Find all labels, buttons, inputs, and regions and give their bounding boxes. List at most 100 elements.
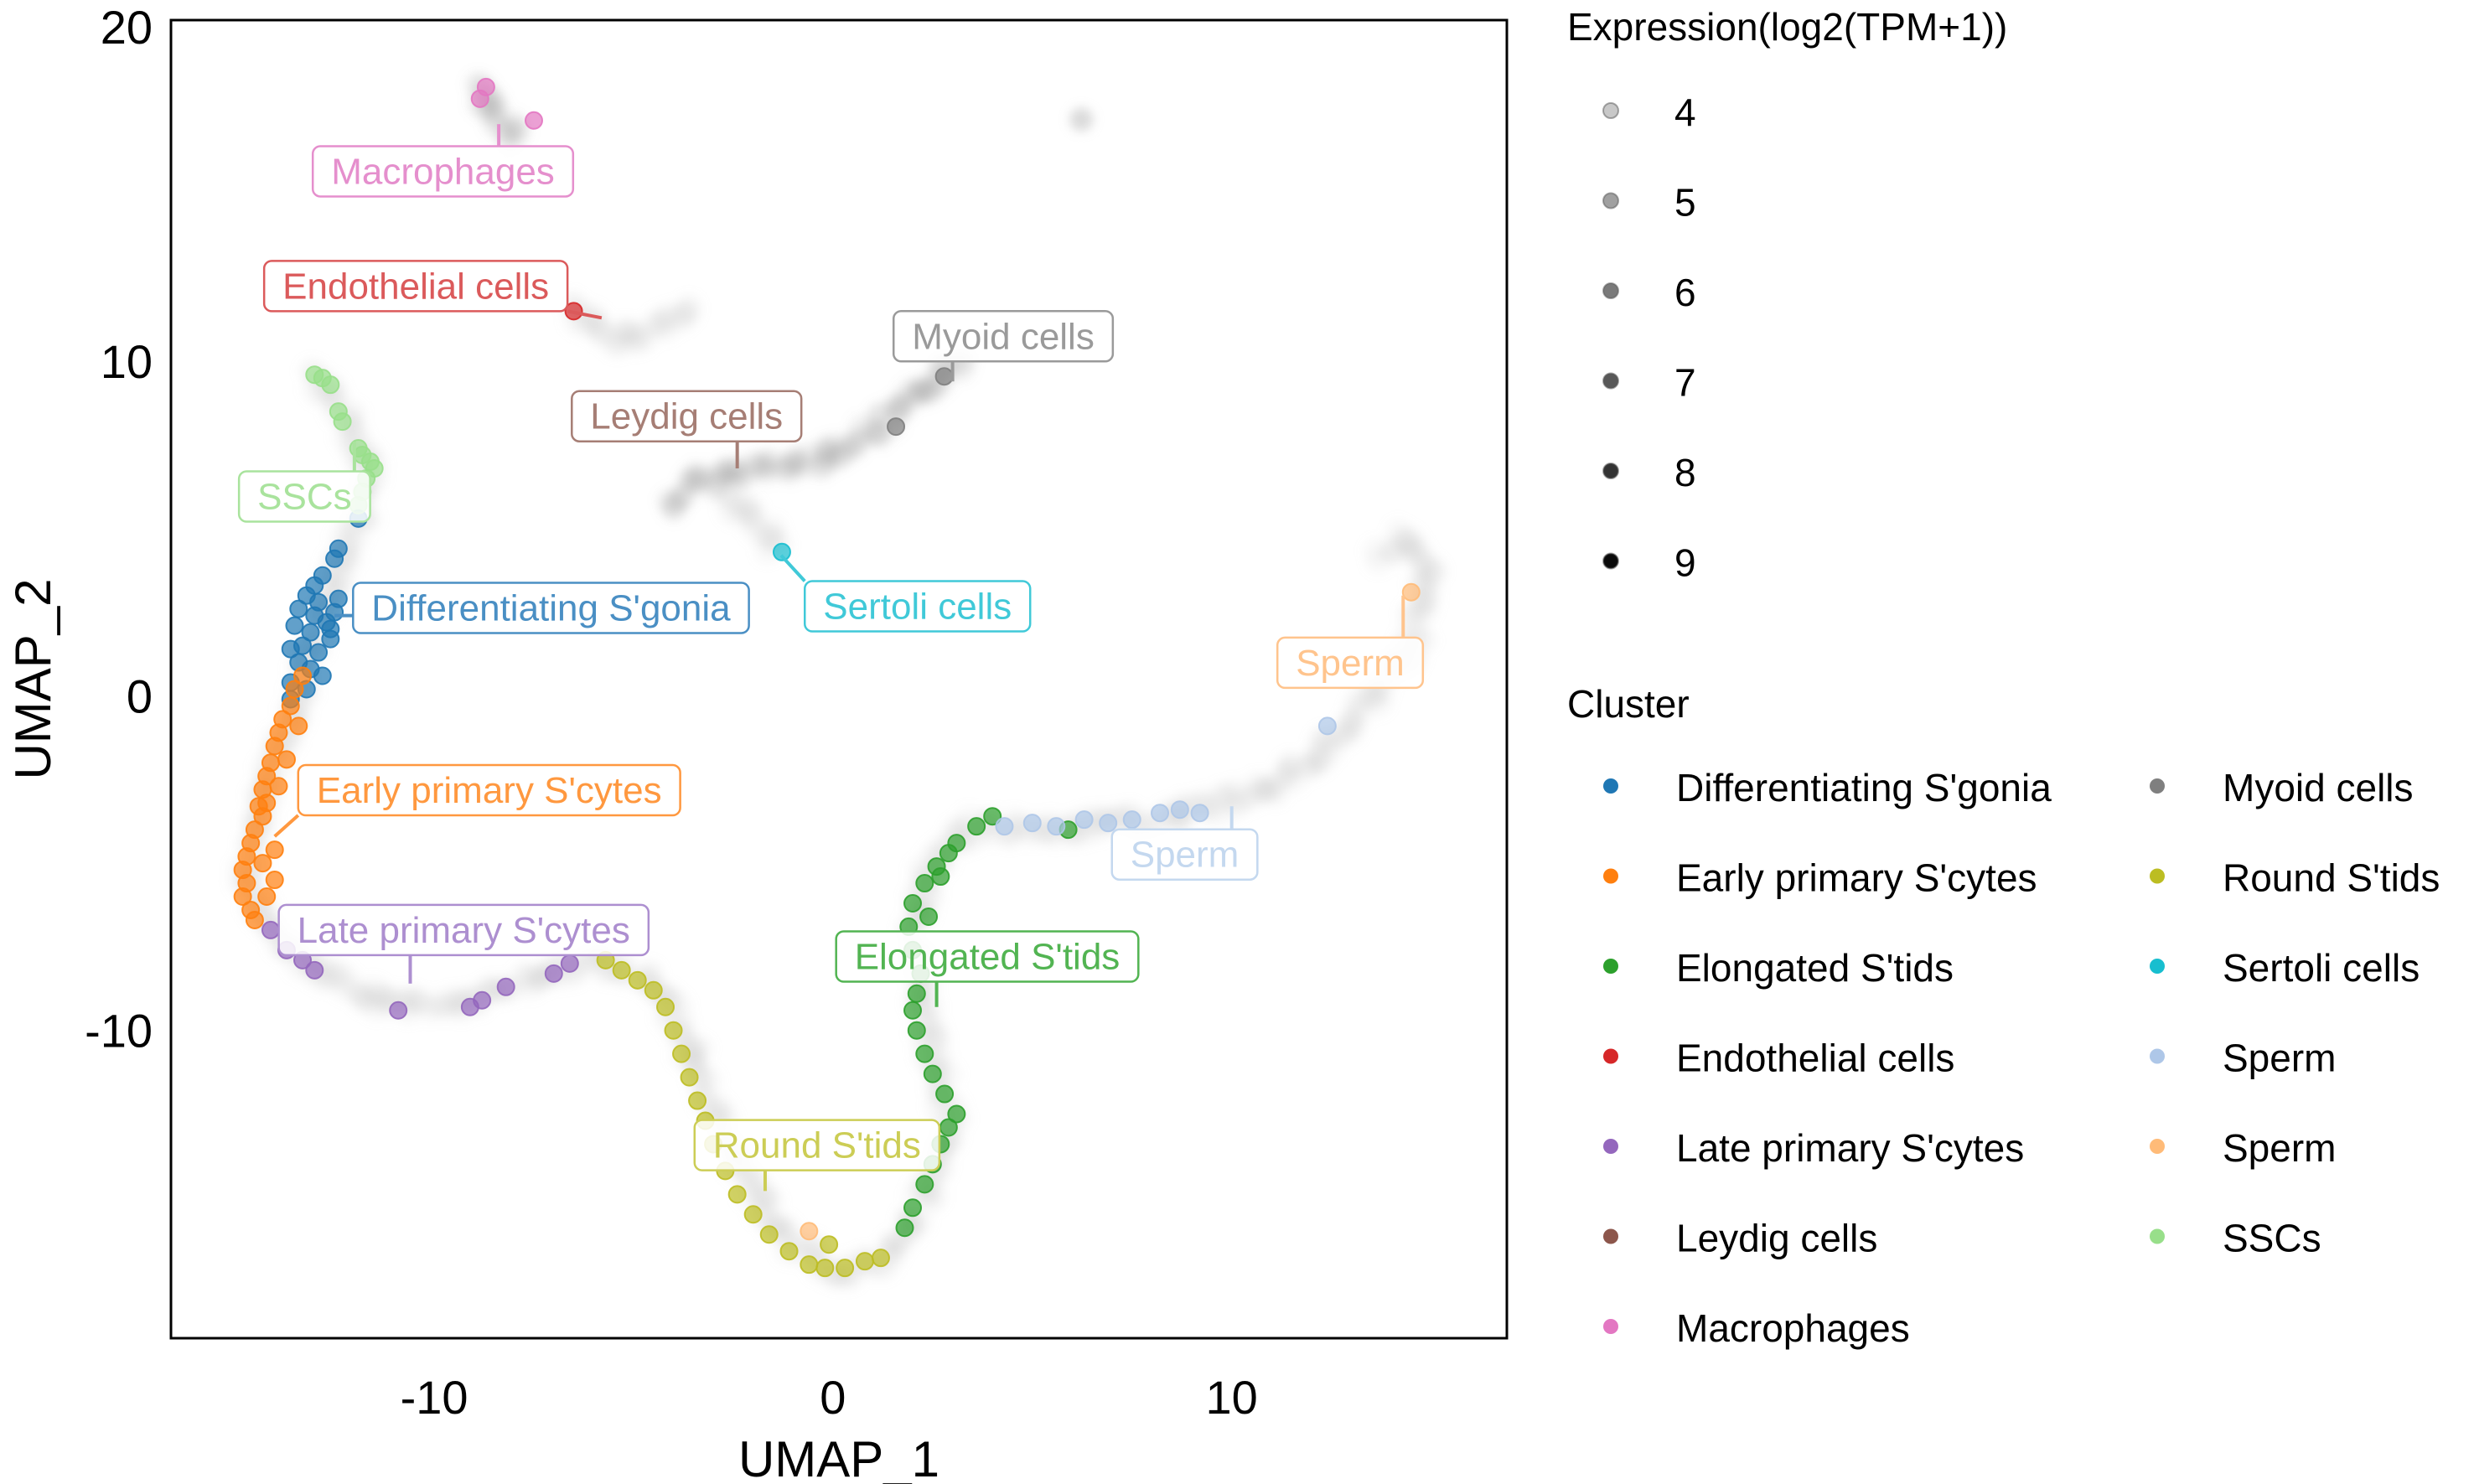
expression-legend-label: 6 [1674,271,1696,314]
data-point [656,997,675,1016]
annotation-box [835,930,1140,983]
expression-legend-swatch [1602,372,1619,390]
annotation-box [693,1119,941,1171]
cluster-annotation-label: Sperm [1296,643,1405,684]
cluster-legend-item: Sertoli cells [2150,946,2420,990]
cluster-legend-swatch [1603,1228,1618,1244]
background-cell [1365,549,1391,575]
data-point [923,1064,942,1083]
data-point [309,643,329,662]
expression-legend-title: Expression(log2(TPM+1)) [1567,5,2007,49]
series-early-primary-s-cytes [233,666,313,929]
expression-legend-label: 7 [1674,361,1696,405]
data-point [855,1252,874,1271]
data-point [1122,810,1141,830]
data-point [772,542,791,561]
cluster-legend-item: Differentiating S'gonia [1603,766,2052,809]
data-point [903,1198,923,1218]
cluster-legend-label: Differentiating S'gonia [1676,766,2052,809]
data-point [285,680,304,699]
data-point [265,737,284,756]
annotation-box [1276,636,1425,690]
data-point [253,854,272,873]
data-point [321,619,340,639]
cluster-legend-swatch [1603,1319,1618,1334]
y-tick-label: -10 [85,1005,153,1057]
expression-legend-swatch [1602,192,1619,209]
data-point [1170,800,1189,820]
x-tick-label: 10 [1206,1371,1258,1424]
annotation-box [297,763,681,817]
data-point [895,1218,914,1238]
data-point [245,910,264,929]
cluster-legend-label: Early primary S'cytes [1676,856,2037,900]
background-trajectory-endothelial-trajectory [557,290,701,358]
data-point [743,1205,763,1224]
data-point [333,412,352,432]
background-trajectory-sertoli-branch [712,480,793,565]
data-point [995,817,1014,836]
cluster-legend-swatch [1603,1139,1618,1154]
data-point [644,980,663,1000]
data-point [903,1001,923,1020]
data-point [277,750,296,769]
cluster-legend-swatch [1603,778,1618,794]
cluster-legend-swatch [1603,868,1618,884]
cluster-legend-swatch [1603,1048,1618,1064]
cluster-legend-item: Early primary S'cytes [1603,856,2037,900]
cluster-legend-item: SSCs [2150,1217,2321,1260]
cluster-legend-title: Cluster [1567,682,1690,726]
annotation-leader-line [779,554,806,582]
data-point [265,840,284,860]
data-point [934,367,954,386]
cluster-annotation-label: Round S'tids [713,1125,921,1166]
data-point [871,1249,890,1268]
data-point [907,1021,926,1040]
data-point [688,1091,707,1110]
data-point [289,599,308,618]
cluster-legend-item: Round S'tids [2150,856,2440,900]
x-axis-ticks: -10 0 10 [401,1371,1258,1424]
cluster-legend-label: Myoid cells [2223,766,2414,809]
expression-legend-item: 4 [1602,90,1696,134]
x-tick-label: 0 [820,1371,846,1424]
data-point [305,960,324,980]
data-point [269,777,288,796]
cluster-annotation-label: SSCs [257,477,351,518]
y-axis-ticks: -10 0 10 20 [85,1,153,1057]
cluster-points-layer [233,77,1421,1278]
data-point [815,1259,835,1278]
data-point [820,1235,839,1254]
data-point [544,964,563,983]
annotation-box [262,260,569,313]
cluster-legend: Cluster Differentiating S'gonia Early pri… [1567,682,2440,1350]
cluster-annotation: Differentiating S'gonia [334,582,750,634]
data-point [727,1185,747,1204]
cluster-legend-label: Macrophages [1676,1306,1910,1350]
cluster-annotation: Elongated S'tids [835,930,1140,1007]
annotation-leader-line [567,309,603,320]
data-point [800,1255,819,1275]
data-point [293,666,313,685]
cluster-annotations-layer: Macrophages Endothelial cells Myoid cells L… [237,124,1425,1192]
series-round-s-tids [596,950,890,1278]
cluster-annotation: Leydig cells [571,390,803,468]
cluster-legend-swatch [1603,959,1618,974]
annotation-box [571,390,803,442]
data-point [524,111,543,130]
data-point [664,1021,683,1040]
data-point [281,639,300,659]
expression-legend-swatch [1602,282,1619,299]
cluster-legend-label: Leydig cells [1676,1217,1877,1260]
cluster-annotation: Macrophages [311,124,575,198]
data-point [1401,582,1421,602]
data-point [612,960,631,980]
data-point [1317,716,1337,736]
expression-legend-item: 5 [1602,181,1696,225]
cluster-legend-item: Macrophages [1603,1306,1910,1350]
cluster-legend-label: SSCs [2223,1217,2321,1260]
x-tick-label: -10 [401,1371,468,1424]
expression-legend-item: 7 [1602,361,1696,405]
cluster-annotation-label: Elongated S'tids [855,936,1121,977]
cluster-legend-label: Sperm [2223,1126,2336,1170]
